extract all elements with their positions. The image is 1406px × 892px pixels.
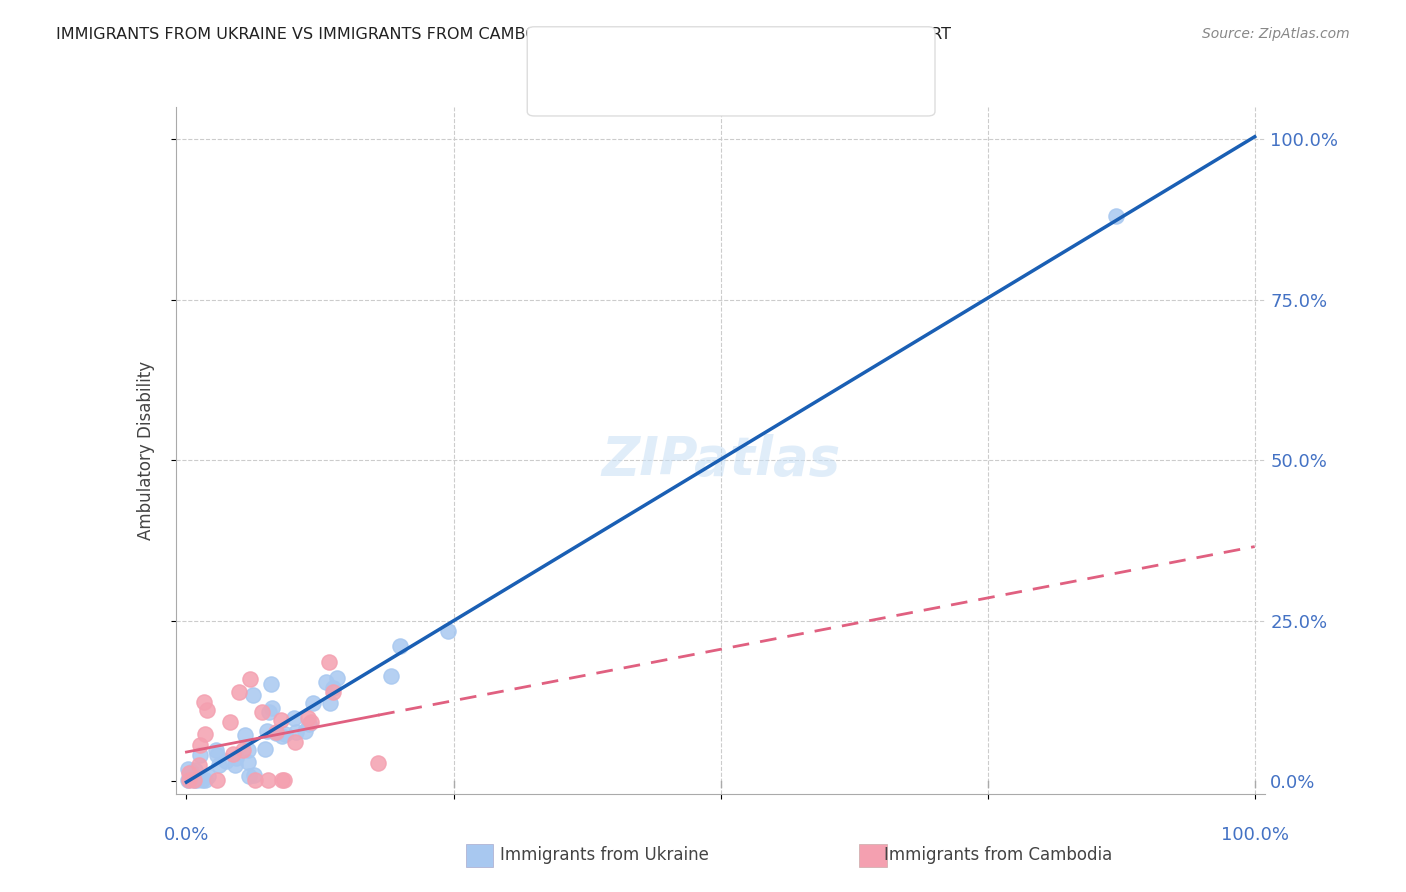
Point <box>194 727 217 741</box>
Text: 0.114: 0.114 <box>648 80 696 95</box>
Point <box>273 773 295 788</box>
Point <box>367 756 389 770</box>
Text: 0.0%: 0.0% <box>163 826 209 844</box>
Point <box>264 725 287 739</box>
Point <box>297 711 319 725</box>
Point <box>315 675 337 690</box>
Point <box>195 703 218 717</box>
Point <box>205 743 228 757</box>
Point <box>262 701 284 715</box>
Bar <box>465 844 494 867</box>
Text: 100.0%: 100.0% <box>1220 826 1289 844</box>
Point <box>284 725 307 739</box>
Point <box>245 773 267 788</box>
Point <box>256 773 278 788</box>
Point <box>380 669 402 683</box>
Point <box>177 773 200 788</box>
Point <box>283 711 305 725</box>
Point <box>243 768 266 782</box>
Point <box>318 696 340 710</box>
Point <box>188 738 211 752</box>
Point <box>274 727 297 741</box>
Point <box>253 741 276 756</box>
Text: N =: N = <box>742 80 776 95</box>
Point <box>193 695 215 709</box>
Point <box>239 672 262 686</box>
Point <box>177 773 200 788</box>
Point <box>236 743 259 757</box>
Point <box>232 743 254 757</box>
Point <box>299 714 322 729</box>
Bar <box>553 41 591 66</box>
Point <box>222 747 245 762</box>
Point <box>186 772 208 787</box>
Point <box>271 773 294 788</box>
Point <box>256 723 278 738</box>
Point <box>437 624 460 638</box>
Point <box>183 773 205 788</box>
Text: R =: R = <box>606 80 638 95</box>
Point <box>225 751 247 765</box>
Point <box>224 757 246 772</box>
Point <box>271 729 294 743</box>
Point <box>191 773 214 788</box>
Bar <box>859 844 887 867</box>
Point <box>228 685 250 699</box>
Text: 0.915: 0.915 <box>648 46 696 61</box>
Point <box>322 685 344 699</box>
Point <box>294 724 316 739</box>
Text: ZIPatlas: ZIPatlas <box>600 434 841 486</box>
Bar <box>553 76 591 100</box>
Point <box>177 766 200 780</box>
Y-axis label: Ambulatory Disability: Ambulatory Disability <box>136 361 155 540</box>
Text: Immigrants from Ukraine: Immigrants from Ukraine <box>501 846 709 863</box>
Point <box>322 681 344 695</box>
Point <box>1105 209 1128 223</box>
Text: Source: ZipAtlas.com: Source: ZipAtlas.com <box>1202 27 1350 41</box>
Point <box>259 676 281 690</box>
Point <box>194 773 217 788</box>
Point <box>188 747 211 762</box>
Point <box>250 705 273 719</box>
Point <box>183 763 205 777</box>
Point <box>318 655 340 669</box>
Point <box>284 735 307 749</box>
Point <box>270 713 292 727</box>
Point <box>301 697 323 711</box>
Point <box>326 671 349 685</box>
Point <box>242 688 264 702</box>
Point <box>235 728 257 742</box>
Point <box>238 769 260 783</box>
Point <box>219 715 242 730</box>
Point <box>236 755 259 769</box>
Point <box>257 706 280 720</box>
Text: R =: R = <box>606 46 638 61</box>
Text: Immigrants from Cambodia: Immigrants from Cambodia <box>884 846 1112 863</box>
Point <box>183 773 205 788</box>
Point <box>388 639 411 653</box>
Point <box>205 747 228 762</box>
Text: IMMIGRANTS FROM UKRAINE VS IMMIGRANTS FROM CAMBODIA AMBULATORY DISABILITY CORREL: IMMIGRANTS FROM UKRAINE VS IMMIGRANTS FR… <box>56 27 952 42</box>
Point <box>215 755 238 769</box>
Text: 27: 27 <box>789 80 810 95</box>
Point <box>197 769 219 783</box>
Point <box>180 765 202 780</box>
Point <box>297 717 319 731</box>
Point <box>176 762 198 776</box>
Point <box>208 758 231 772</box>
Point <box>205 773 228 788</box>
Text: N =: N = <box>742 46 776 61</box>
Text: 43: 43 <box>789 46 810 61</box>
Point <box>188 758 211 772</box>
Point <box>264 726 287 740</box>
